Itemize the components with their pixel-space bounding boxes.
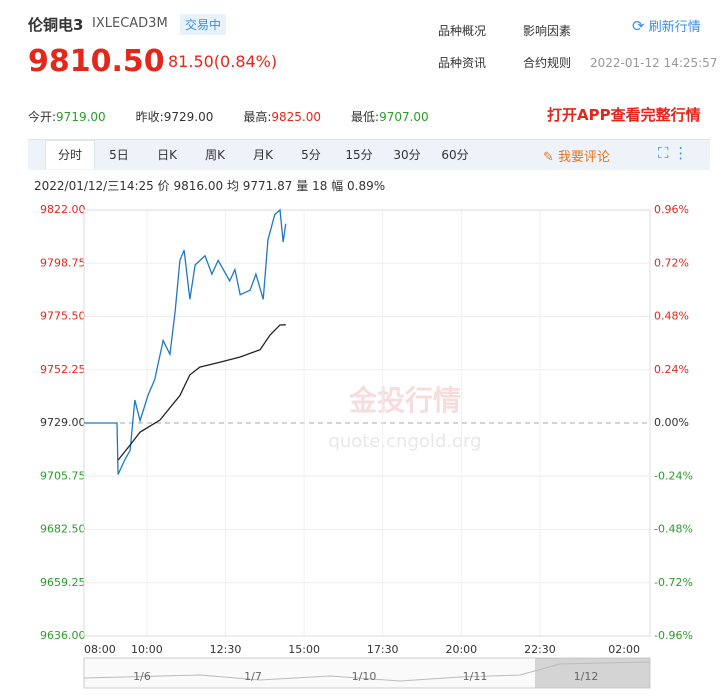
info-line: 2022/01/12/三14:25 价 9816.00 均 9771.87 量 … — [34, 177, 385, 194]
tab[interactable]: 5分 — [301, 148, 321, 162]
info-label: 价 — [157, 179, 170, 193]
y-tick-label: 9822.00 — [40, 203, 86, 216]
info-label: 量 — [296, 179, 309, 193]
navigator-label: 1/7 — [244, 670, 262, 683]
y2-tick-label: 0.48% — [654, 310, 689, 323]
stat-label: 最高: — [243, 110, 272, 124]
instrument-name: 伦铜电3 — [28, 16, 84, 34]
y2-tick-label: 0.24% — [654, 363, 689, 376]
stat-value: 9707.00 — [379, 110, 429, 124]
comment-button[interactable]: ✎ 我要评论 — [543, 150, 611, 165]
y-tick-label: 9729.00 — [40, 416, 86, 429]
tabs: 分时 5日 日K 周K 月K 5分 15分 30分 60分 — [45, 140, 479, 170]
price-line — [117, 324, 286, 461]
info-value: 18 — [312, 179, 328, 193]
tab[interactable]: 30分 — [393, 148, 421, 162]
price: 9810.50 — [28, 44, 165, 79]
navigator-label: 1/6 — [133, 670, 151, 683]
stat-label: 最低: — [351, 110, 380, 124]
y-tick-label: 9705.75 — [40, 469, 86, 482]
tab[interactable]: 月K — [253, 148, 273, 162]
comment-label: 我要评论 — [558, 150, 611, 165]
x-tick-label: 22:30 — [524, 643, 556, 656]
link[interactable]: 品种资讯 — [438, 56, 487, 70]
watermark-url: quote.cngold.org — [328, 431, 481, 452]
y2-tick-label: 0.72% — [654, 256, 689, 269]
info-label: 均 — [226, 179, 239, 193]
tab-bar: 分时 5日 日K 周K 月K 5分 15分 30分 60分 ✎ 我要评论 ⛶ ⋮ — [28, 139, 710, 170]
y-tick-label: 9798.75 — [40, 256, 86, 269]
y-tick-label: 9636.00 — [40, 629, 86, 642]
timestamp: 2022-01-12 14:25:57 — [590, 56, 718, 70]
navigator-line — [83, 661, 651, 682]
y2-tick-label: -0.72% — [654, 576, 693, 589]
x-tick-label: 20:00 — [445, 643, 477, 656]
link[interactable]: 合约规则 — [523, 56, 572, 70]
y-tick-label: 9775.50 — [40, 310, 86, 323]
instrument-code: IXLECAD3M — [92, 16, 168, 31]
y-tick-label: 9752.25 — [40, 363, 86, 376]
x-tick-label: 17:30 — [367, 643, 399, 656]
navigator-label: 1/12 — [574, 670, 599, 683]
x-tick-label: 12:30 — [210, 643, 242, 656]
info-value: 9816.00 — [173, 179, 224, 193]
y2-tick-label: 0.00% — [654, 416, 689, 429]
info-value: 9771.87 — [242, 179, 293, 193]
stat-value: 9729.00 — [163, 110, 214, 124]
refresh-button[interactable]: ⟳ 刷新行情 — [632, 17, 701, 35]
status-badge: 交易中 — [180, 14, 227, 35]
navigator-label: 1/10 — [352, 670, 377, 683]
y2-tick-label: -0.24% — [654, 469, 693, 482]
x-tick-label: 15:00 — [288, 643, 320, 656]
stats: 今开:9719.00 昨收:9729.00 最高:9825.00 最低:9707.00 — [28, 108, 429, 125]
tab[interactable]: 60分 — [441, 148, 469, 162]
tab[interactable]: 分时 — [45, 140, 95, 169]
stat-value: 9825.00 — [271, 110, 322, 124]
tab[interactable]: 5日 — [109, 148, 129, 162]
y2-tick-label: -0.48% — [654, 523, 693, 536]
watermark: 金投行情 — [348, 384, 461, 417]
stat-label: 昨收: — [135, 110, 164, 124]
info-label: 幅 — [331, 179, 344, 193]
y2-tick-label: -0.96% — [654, 629, 693, 642]
stat-label: 今开: — [28, 110, 57, 124]
info-date: 2022/01/12/三14:25 — [34, 179, 154, 193]
app-link[interactable]: 打开APP查看完整行情 — [547, 106, 701, 124]
stat-value: 9719.00 — [56, 110, 106, 124]
y-tick-label: 9659.25 — [40, 576, 86, 589]
link[interactable]: 品种概况 — [438, 24, 487, 38]
toolbar-icons[interactable]: ⛶ ⋮ — [658, 144, 689, 162]
price-line — [84, 208, 287, 475]
refresh-label: 刷新行情 — [648, 20, 701, 35]
x-tick-label: 02:00 — [608, 643, 640, 656]
y2-tick-label: 0.96% — [654, 203, 689, 216]
tab[interactable]: 15分 — [345, 148, 373, 162]
change: 81.50(0.84%) — [168, 52, 278, 71]
x-tick-label: 10:00 — [131, 643, 163, 656]
info-value: 0.89% — [347, 179, 386, 193]
link[interactable]: 影响因素 — [523, 24, 572, 38]
x-tick-label: 08:00 — [84, 643, 116, 656]
y-tick-label: 9682.50 — [40, 523, 86, 536]
tab[interactable]: 日K — [157, 148, 177, 162]
navigator-label: 1/11 — [463, 670, 488, 683]
tab[interactable]: 周K — [205, 148, 225, 162]
